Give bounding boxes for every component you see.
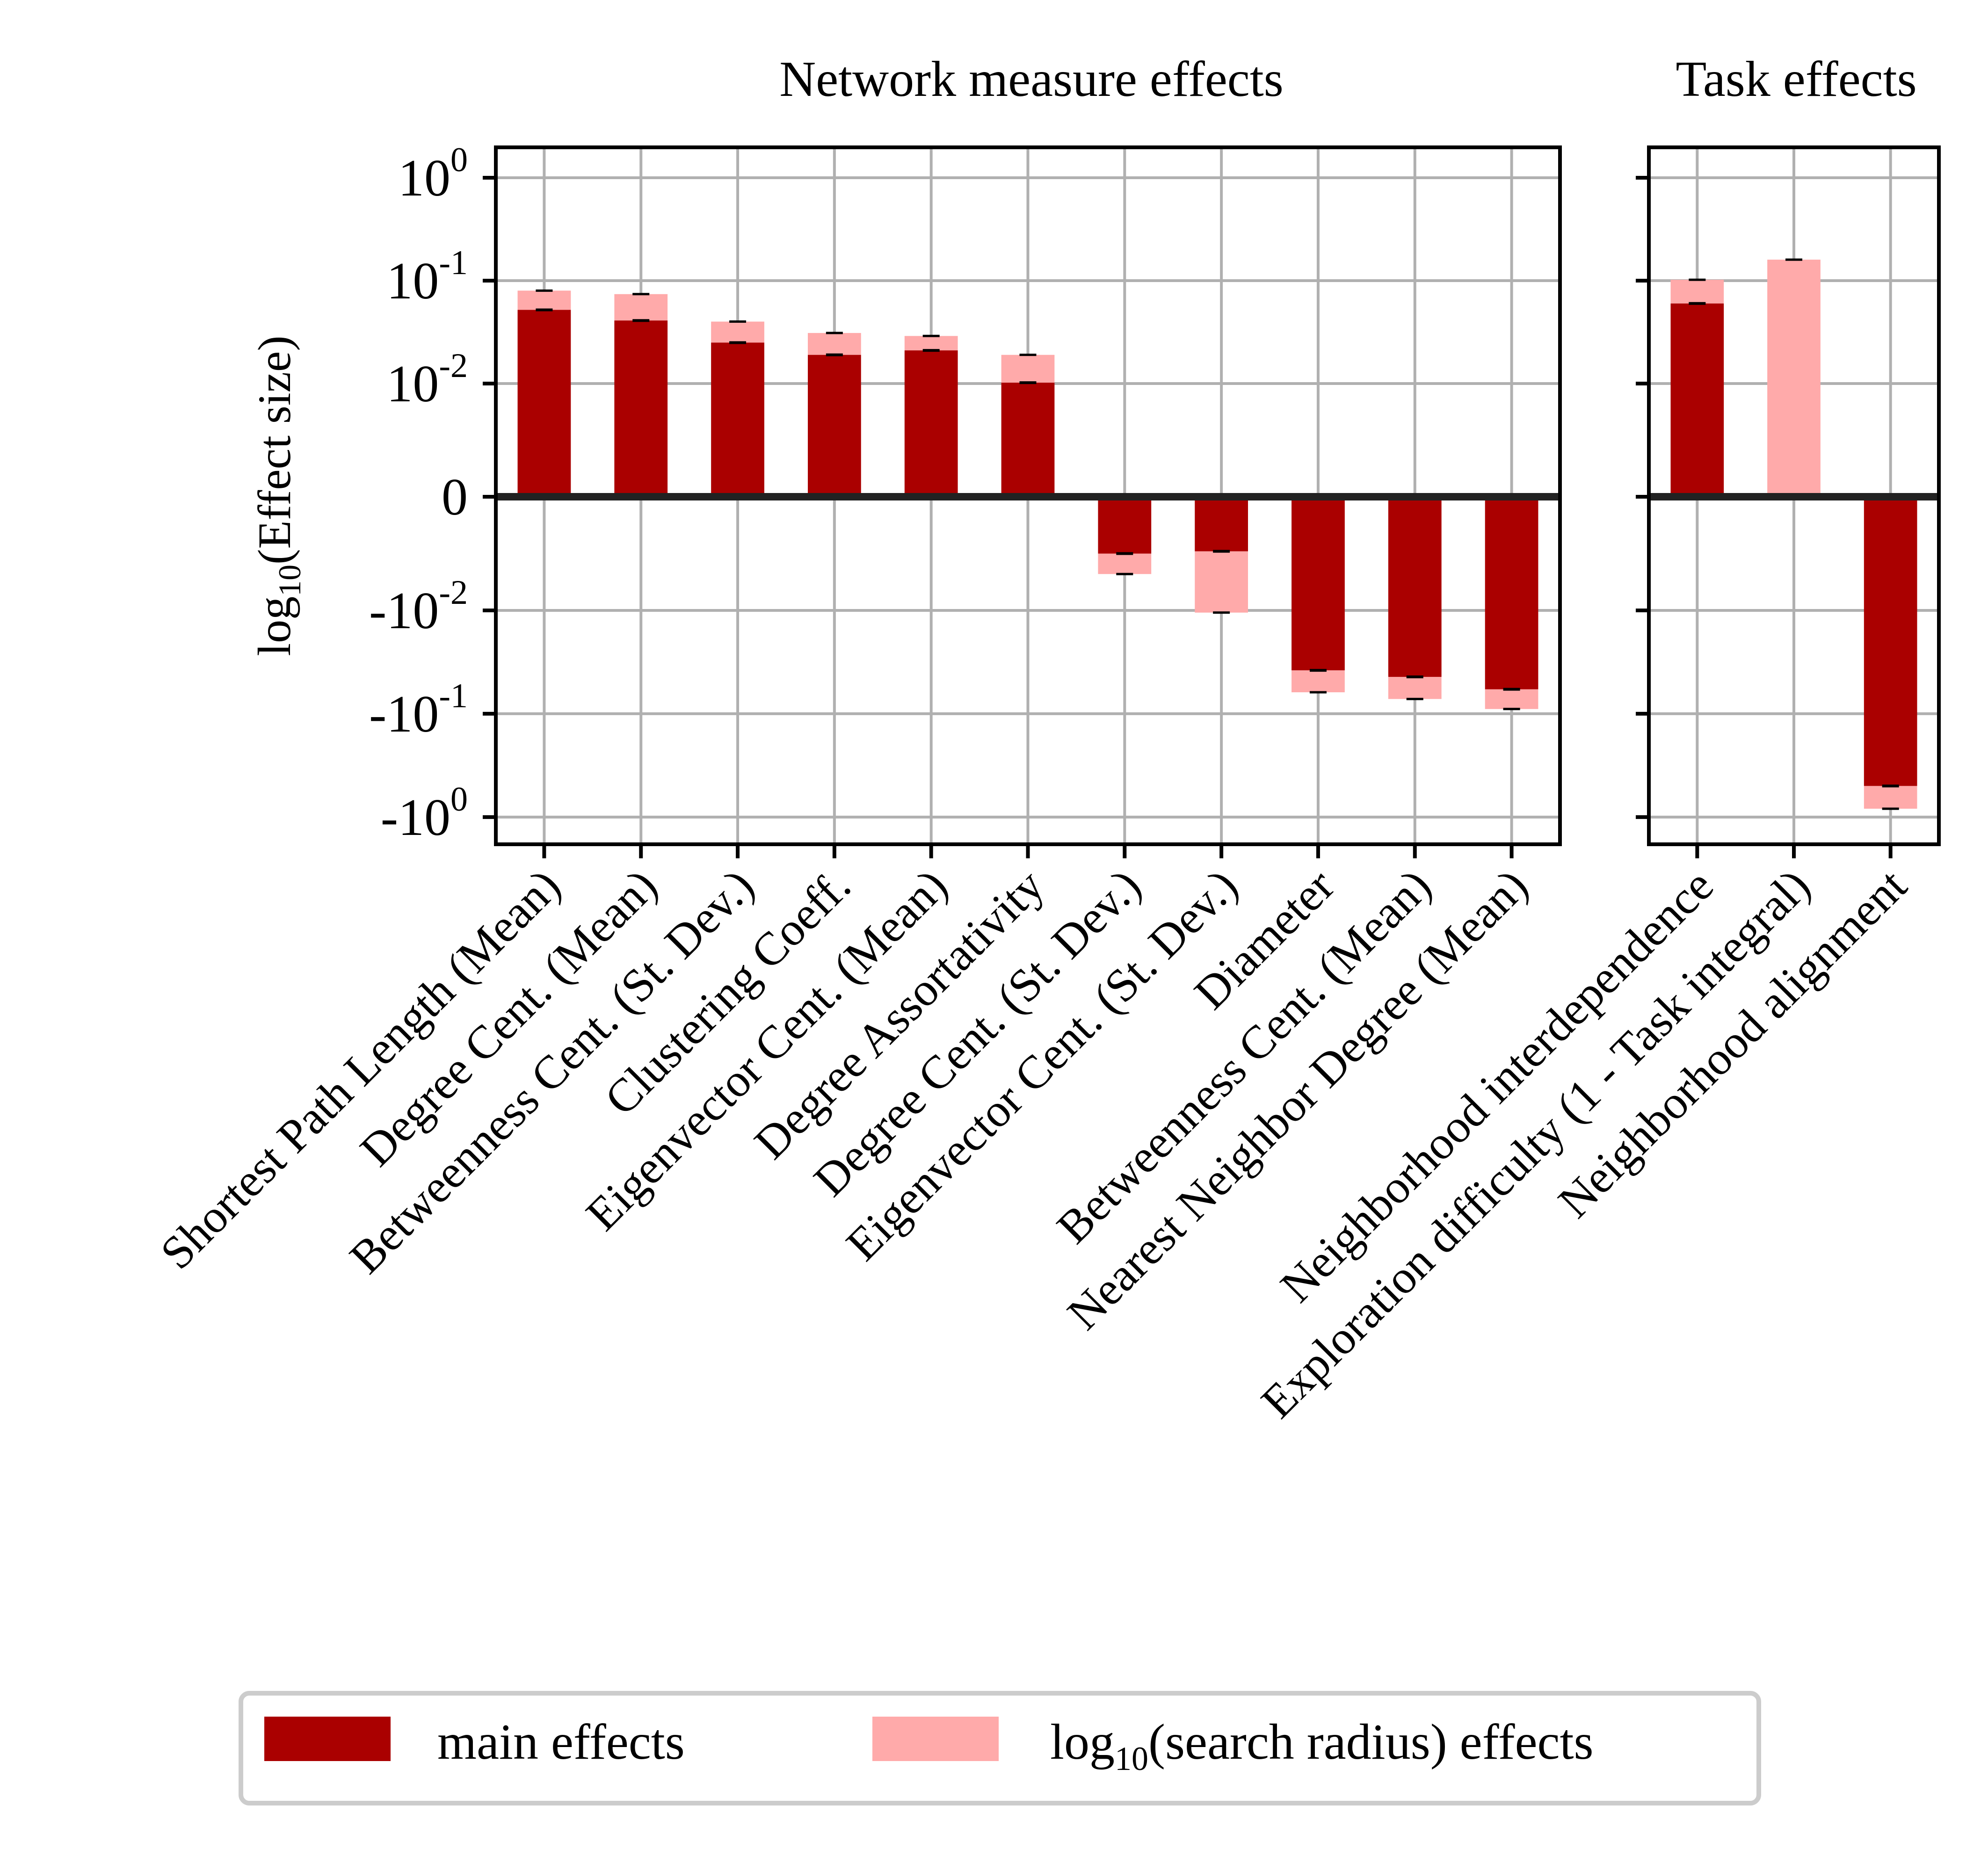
y-tick-label: -10-2	[369, 573, 468, 640]
legend-label-main: main effects	[437, 1714, 685, 1770]
bar-radius-effect	[1485, 689, 1538, 709]
bar-main-effect	[1388, 497, 1442, 677]
bar-radius-effect	[1864, 786, 1917, 809]
bar-main-effect	[1098, 497, 1152, 554]
y-tick-label: 10-2	[386, 347, 468, 413]
bar-radius-effect	[517, 290, 571, 310]
bar-radius-effect	[1098, 553, 1152, 574]
bar-radius-effect	[904, 336, 958, 351]
bar-radius-effect	[807, 333, 861, 355]
bar-radius-effect	[1670, 280, 1724, 304]
bar-main-effect	[904, 350, 958, 497]
bar-radius-effect	[614, 294, 668, 321]
bar-main-effect	[1485, 497, 1538, 689]
task-effects-panel: Neighborhood interdependenceExploration …	[1251, 145, 1941, 1428]
legend-frame	[239, 1691, 1761, 1805]
bar-main-effect	[614, 320, 668, 497]
y-tick-label: -100	[381, 780, 468, 847]
bar-main-effect	[1001, 383, 1055, 497]
bar-radius-effect	[1767, 260, 1821, 497]
bar-radius-effect	[1001, 355, 1055, 383]
task-panel-title: Task effects	[1676, 51, 1916, 107]
y-tick-label: 0	[442, 468, 468, 526]
bar-main-effect	[1670, 303, 1724, 497]
bar-main-effect	[1291, 497, 1345, 671]
y-tick-label: 100	[398, 141, 468, 207]
legend: main effects log10(search radius) effect…	[239, 1691, 1761, 1805]
bar-radius-effect	[711, 321, 764, 343]
y-tick-label: -10-1	[369, 677, 468, 743]
network-panel-title: Network measure effects	[779, 51, 1284, 107]
y-tick-label: 10-1	[386, 244, 468, 310]
bar-main-effect	[1195, 497, 1248, 551]
bar-main-effect	[1864, 497, 1917, 786]
y-axis-label: log10(Effect size)	[248, 335, 307, 656]
bar-main-effect	[711, 342, 764, 497]
bar-main-effect	[807, 355, 861, 497]
task-axes-frame	[1647, 145, 1941, 846]
bar-radius-effect	[1195, 551, 1248, 613]
x-tick-label: Shortest Path Length (Mean)	[151, 859, 570, 1279]
bar-radius-effect	[1388, 677, 1442, 699]
bar-radius-effect	[1291, 670, 1345, 693]
bar-main-effect	[517, 310, 571, 497]
legend-swatch-radius	[872, 1717, 999, 1761]
legend-swatch-main	[264, 1717, 391, 1761]
network-axes-frame	[494, 145, 1562, 846]
x-tick-label: Betweenness Cent. (St. Dev.)	[340, 859, 764, 1283]
network-measures-panel: 100 10-1 10-2 0 -10-2 -10-1 -100 Shortest Path …	[151, 141, 1562, 1340]
